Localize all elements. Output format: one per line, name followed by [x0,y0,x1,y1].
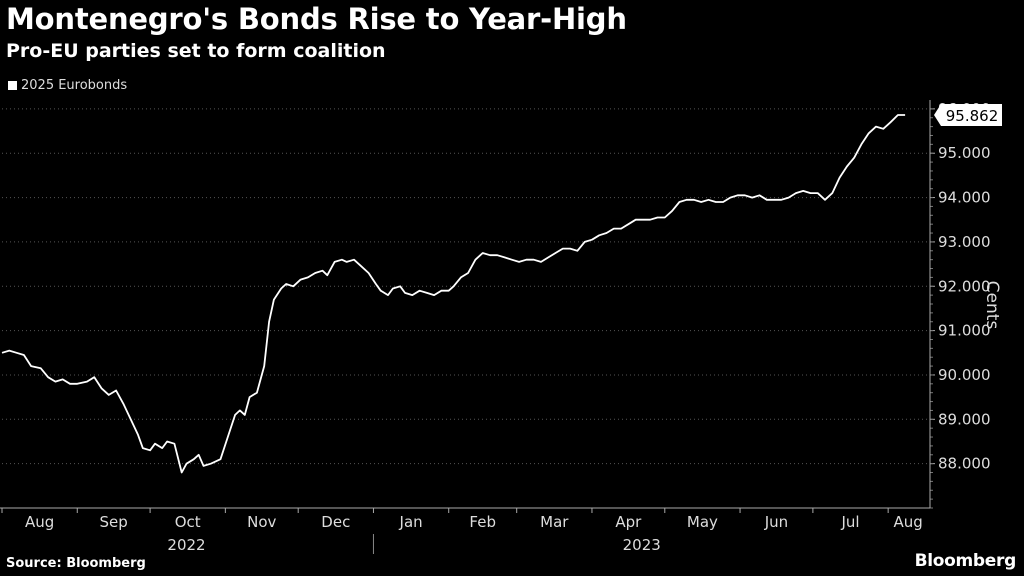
x-tick-label: Oct [175,513,201,531]
legend: 2025 Eurobonds [8,78,127,93]
legend-label: 2025 Eurobonds [21,78,128,93]
bloomberg-logo: Bloomberg [914,551,1017,571]
chart-title: Montenegro's Bonds Rise to Year-High [6,2,627,36]
series-line [1,114,906,474]
x-tick-label: Sep [100,513,128,531]
y-tick-label: 89.000 [938,410,991,428]
x-tick-label: Jul [840,513,859,531]
x-tick-label: Jan [399,513,423,531]
source-note: Source: Bloomberg [6,556,146,571]
y-tick-label: 93.000 [938,233,991,251]
x-tick-label: May [687,513,718,531]
y-tick-label: 92.000 [938,277,991,295]
y-tick-label: 90.000 [938,366,991,384]
x-tick-label: Apr [615,513,642,531]
y-tick-label: 95.000 [938,144,991,162]
y-tick-label: 88.000 [938,455,991,473]
year-label: 2023 [623,536,661,554]
last-value-callout: 95.862 [934,103,1002,126]
axes [0,100,935,554]
legend-swatch [8,81,17,90]
x-tick-label: Aug [894,513,923,531]
x-tick-labels: Aug Sep Oct Nov Dec Jan Feb Mar Apr May Jun Jul Aug 2… [25,513,923,554]
x-tick-label: Dec [321,513,350,531]
grid-lines [2,108,930,465]
last-value-box [934,103,1002,126]
x-tick-label: Aug [25,513,54,531]
x-tick-label: Mar [540,513,569,531]
x-tick-label: Nov [247,513,276,531]
x-tick-label: Jun [764,513,788,531]
last-value-text: 95.862 [946,107,999,125]
y-axis-label: Cents [982,280,1002,330]
x-tick-label: Feb [469,513,496,531]
y-tick-label: 94.000 [938,189,991,207]
year-label: 2022 [167,536,205,554]
y-tick-label: 91.000 [938,322,991,340]
series-layer [1,114,906,474]
chart-subtitle: Pro-EU parties set to form coalition [6,40,386,62]
